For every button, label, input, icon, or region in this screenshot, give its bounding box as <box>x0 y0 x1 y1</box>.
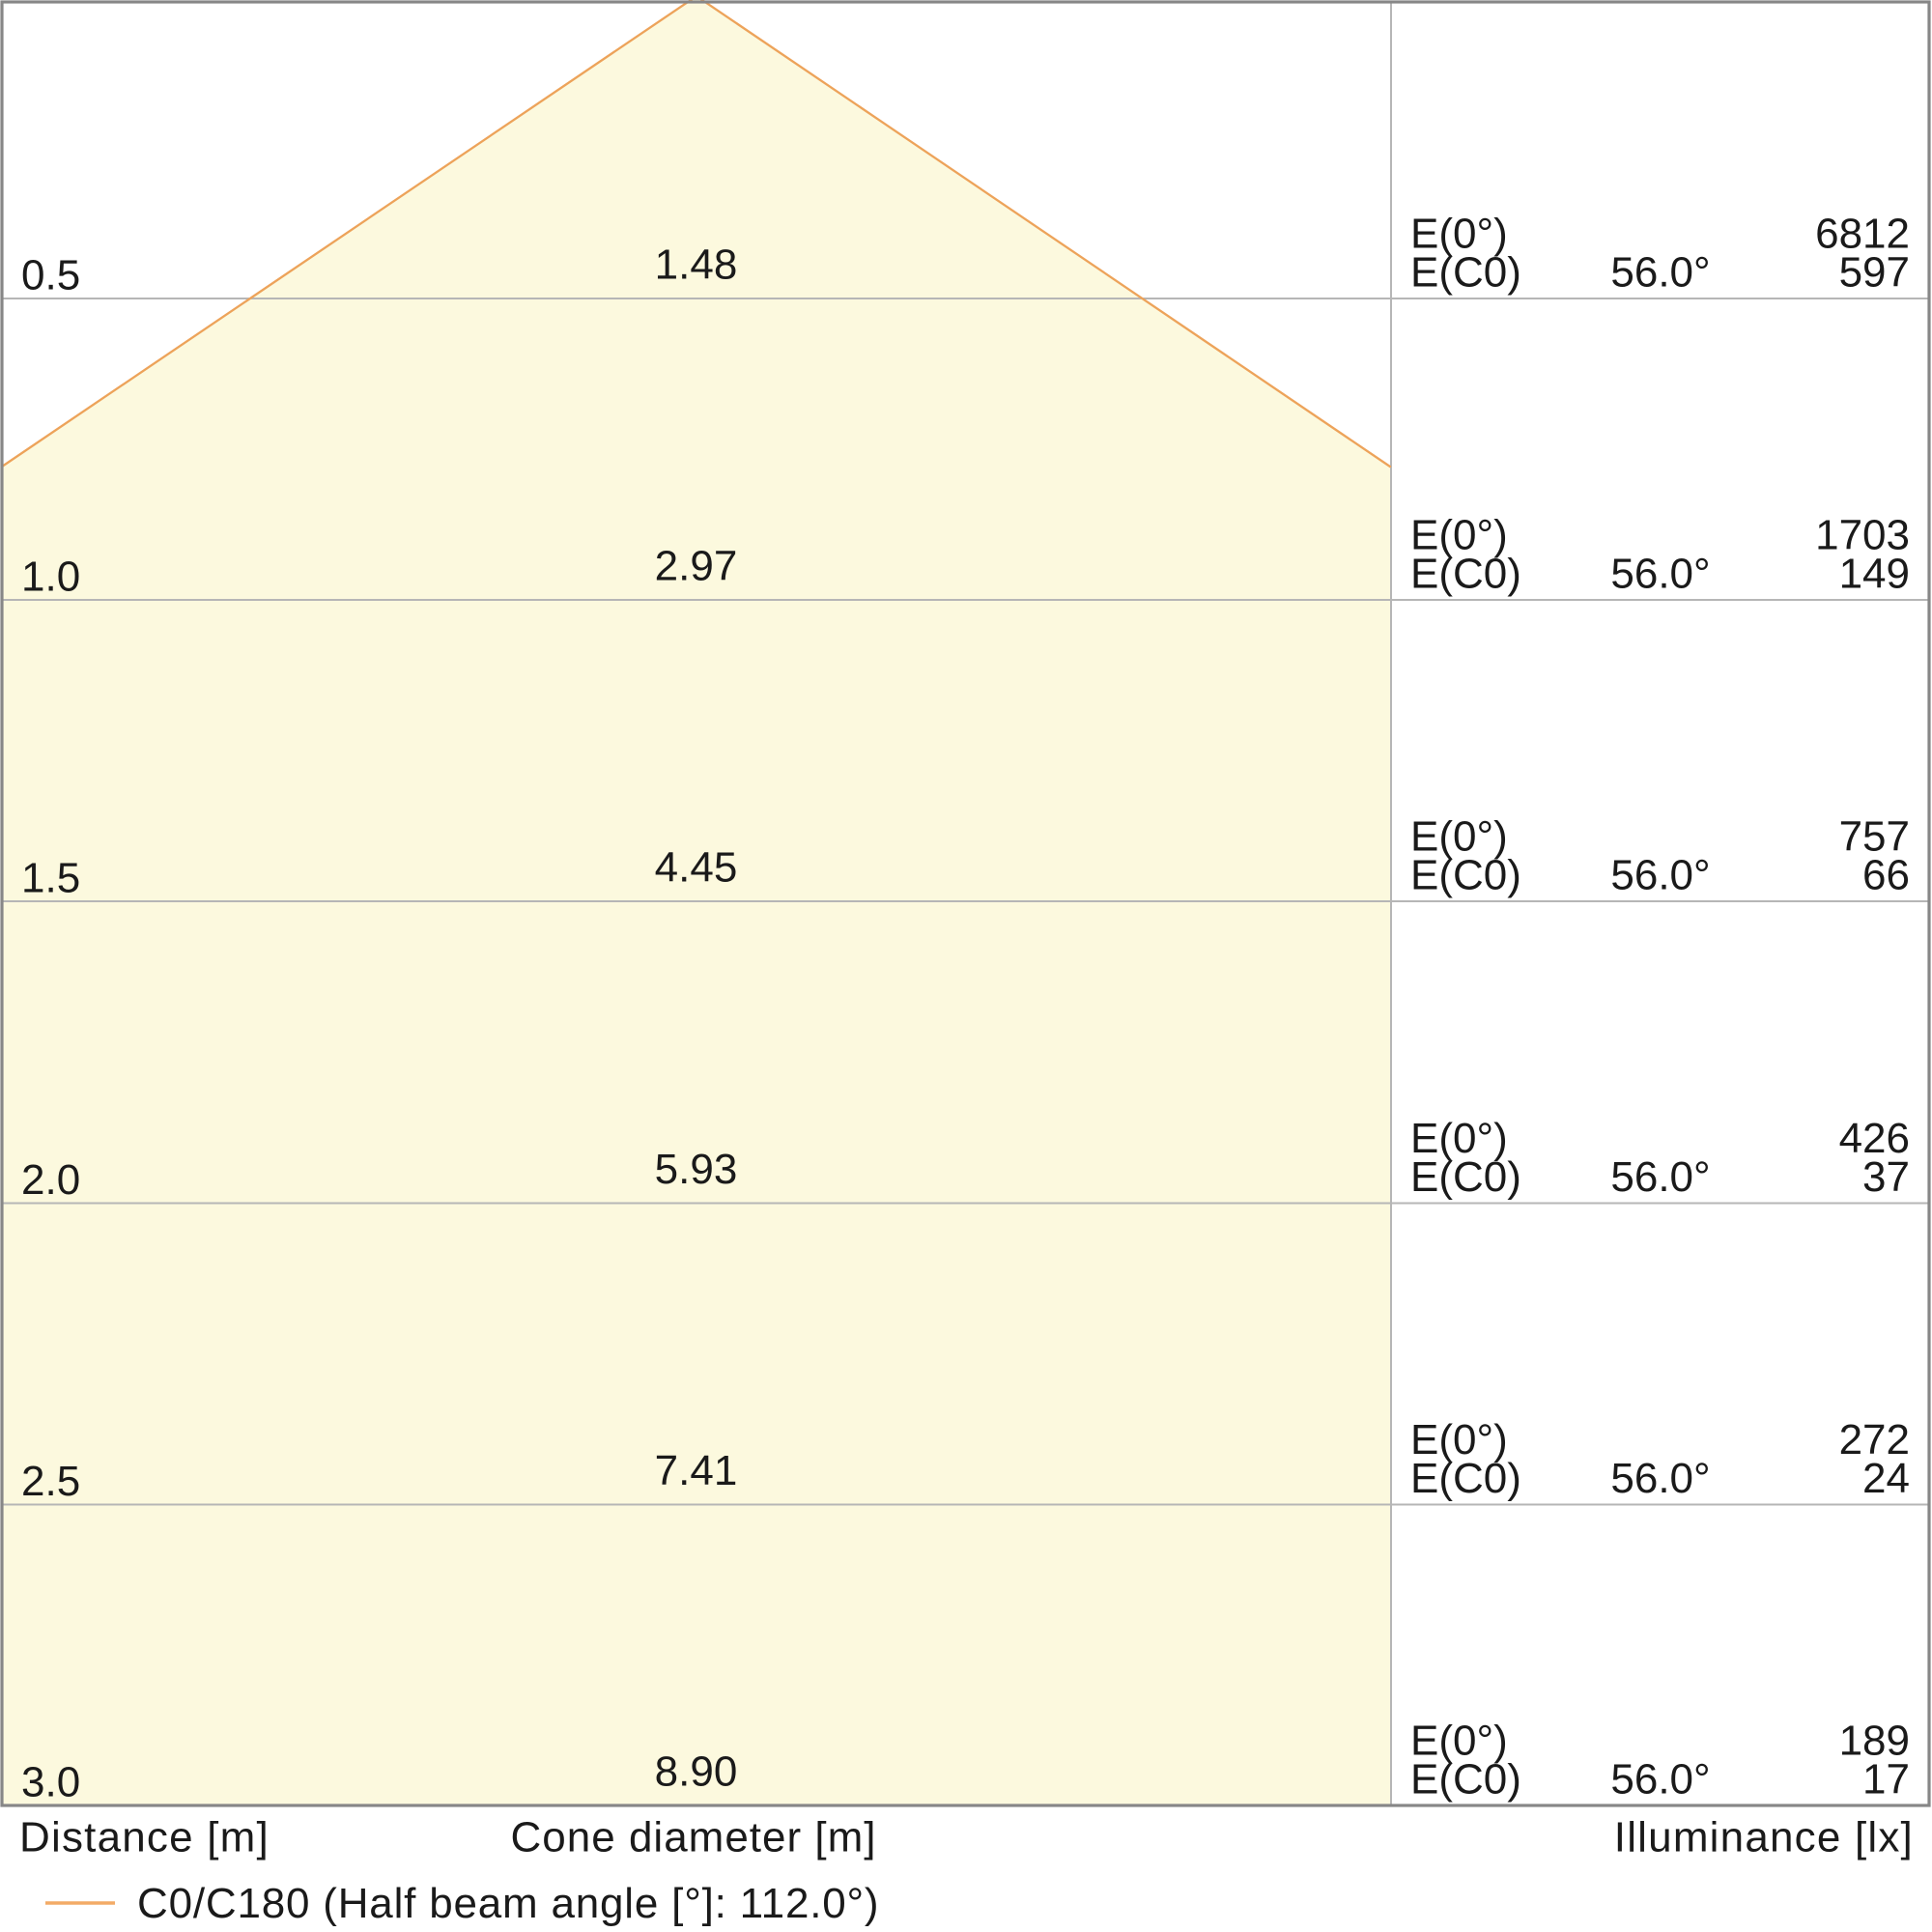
svg-text:426: 426 <box>1839 1115 1910 1162</box>
svg-text:66: 66 <box>1862 852 1910 899</box>
svg-text:E(C0): E(C0) <box>1410 551 1521 598</box>
svg-text:24: 24 <box>1862 1455 1910 1502</box>
svg-text:37: 37 <box>1862 1153 1910 1201</box>
svg-text:0.5: 0.5 <box>21 252 80 299</box>
svg-text:7.41: 7.41 <box>655 1447 738 1494</box>
svg-text:E(0°): E(0°) <box>1410 1416 1508 1463</box>
svg-text:2.0: 2.0 <box>21 1156 80 1204</box>
svg-text:E(C0): E(C0) <box>1410 852 1521 899</box>
svg-text:E(C0): E(C0) <box>1410 249 1521 297</box>
svg-text:Cone diameter [m]: Cone diameter [m] <box>511 1814 877 1861</box>
svg-text:597: 597 <box>1839 249 1910 297</box>
svg-text:1.5: 1.5 <box>21 855 80 902</box>
svg-text:E(C0): E(C0) <box>1410 1153 1521 1201</box>
svg-text:56.0°: 56.0° <box>1610 249 1710 297</box>
svg-text:757: 757 <box>1839 813 1910 861</box>
svg-text:56.0°: 56.0° <box>1610 551 1710 598</box>
svg-text:Illuminance [lx]: Illuminance [lx] <box>1614 1814 1914 1861</box>
svg-text:1703: 1703 <box>1815 512 1910 559</box>
svg-text:56.0°: 56.0° <box>1610 852 1710 899</box>
svg-text:Distance [m]: Distance [m] <box>19 1814 270 1861</box>
svg-text:56.0°: 56.0° <box>1610 1153 1710 1201</box>
svg-text:149: 149 <box>1839 551 1910 598</box>
svg-text:E(0°): E(0°) <box>1410 1718 1508 1765</box>
svg-text:2.97: 2.97 <box>655 543 738 590</box>
svg-text:189: 189 <box>1839 1718 1910 1765</box>
svg-text:E(0°): E(0°) <box>1410 813 1508 861</box>
svg-text:272: 272 <box>1839 1416 1910 1463</box>
svg-text:E(0°): E(0°) <box>1410 211 1508 258</box>
svg-text:E(C0): E(C0) <box>1410 1455 1521 1502</box>
svg-text:1.0: 1.0 <box>21 554 80 601</box>
svg-text:6812: 6812 <box>1815 211 1910 258</box>
svg-text:E(0°): E(0°) <box>1410 512 1508 559</box>
svg-text:2.5: 2.5 <box>21 1458 80 1505</box>
svg-text:3.0: 3.0 <box>21 1759 80 1806</box>
svg-text:E(0°): E(0°) <box>1410 1115 1508 1162</box>
svg-text:56.0°: 56.0° <box>1610 1455 1710 1502</box>
svg-text:E(C0): E(C0) <box>1410 1756 1521 1804</box>
svg-text:C0/C180 (Half beam angle [°]:: C0/C180 (Half beam angle [°]: 112.0°) <box>137 1880 879 1927</box>
svg-text:4.45: 4.45 <box>655 844 738 892</box>
svg-text:56.0°: 56.0° <box>1610 1756 1710 1804</box>
svg-text:17: 17 <box>1862 1756 1910 1804</box>
svg-text:1.48: 1.48 <box>655 242 738 289</box>
svg-text:5.93: 5.93 <box>655 1146 738 1193</box>
svg-text:8.90: 8.90 <box>655 1748 738 1796</box>
